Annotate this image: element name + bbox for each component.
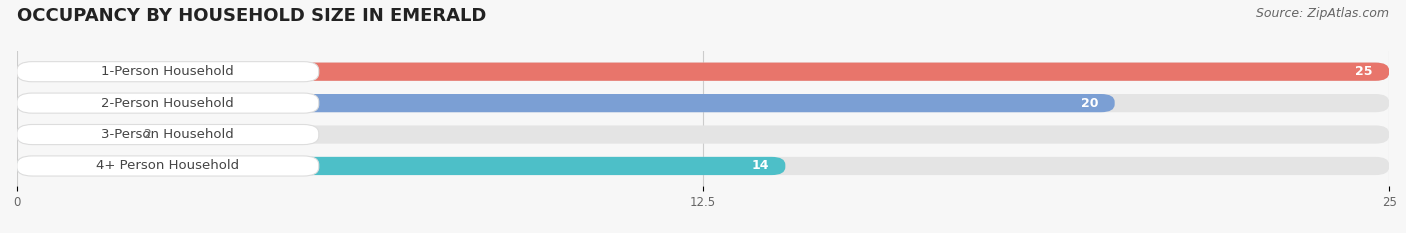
Text: 3-Person Household: 3-Person Household <box>101 128 235 141</box>
FancyBboxPatch shape <box>17 93 319 113</box>
FancyBboxPatch shape <box>17 63 1389 81</box>
FancyBboxPatch shape <box>17 63 1389 81</box>
Text: 14: 14 <box>751 159 769 172</box>
Text: OCCUPANCY BY HOUSEHOLD SIZE IN EMERALD: OCCUPANCY BY HOUSEHOLD SIZE IN EMERALD <box>17 7 486 25</box>
FancyBboxPatch shape <box>17 157 786 175</box>
FancyBboxPatch shape <box>17 157 1389 175</box>
FancyBboxPatch shape <box>17 94 1389 112</box>
Text: Source: ZipAtlas.com: Source: ZipAtlas.com <box>1256 7 1389 20</box>
FancyBboxPatch shape <box>17 125 127 144</box>
FancyBboxPatch shape <box>17 94 1115 112</box>
Text: 20: 20 <box>1081 97 1098 110</box>
FancyBboxPatch shape <box>17 124 319 145</box>
Text: 2: 2 <box>143 128 150 141</box>
Text: 1-Person Household: 1-Person Household <box>101 65 235 78</box>
Text: 4+ Person Household: 4+ Person Household <box>96 159 239 172</box>
FancyBboxPatch shape <box>17 125 1389 144</box>
FancyBboxPatch shape <box>17 156 319 176</box>
Text: 2-Person Household: 2-Person Household <box>101 97 235 110</box>
Text: 25: 25 <box>1355 65 1372 78</box>
FancyBboxPatch shape <box>17 62 319 82</box>
